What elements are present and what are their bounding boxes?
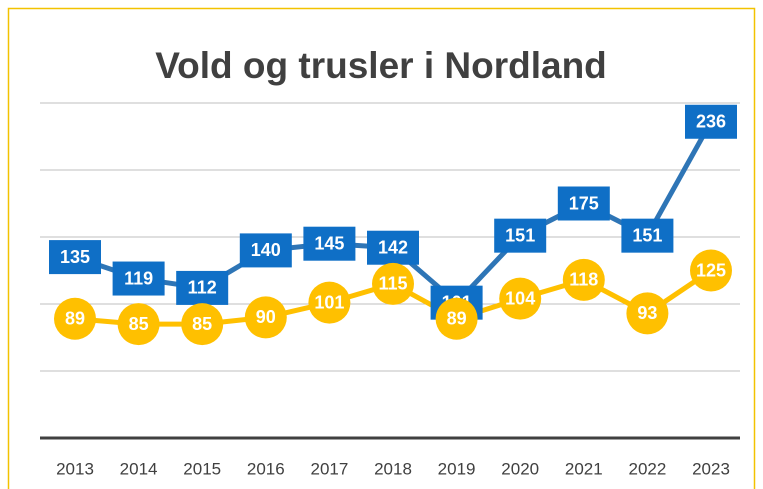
data-label: 145 xyxy=(314,233,344,253)
data-label: 142 xyxy=(378,237,408,257)
marker xyxy=(562,258,605,301)
data-label: 151 xyxy=(632,225,662,245)
data-label: 89 xyxy=(65,308,85,328)
marker xyxy=(239,233,292,268)
marker xyxy=(308,281,351,324)
x-tick-label: 2022 xyxy=(628,459,666,478)
marker xyxy=(685,104,737,139)
data-label: 104 xyxy=(505,288,535,308)
marker xyxy=(557,186,610,221)
marker xyxy=(303,226,356,261)
marker xyxy=(49,240,101,275)
data-label: 85 xyxy=(192,314,212,334)
marker xyxy=(54,297,96,340)
x-tick-label: 2017 xyxy=(310,459,348,478)
data-label: 118 xyxy=(569,270,598,290)
x-tick-label: 2016 xyxy=(247,459,285,478)
marker xyxy=(626,292,669,335)
data-label: 89 xyxy=(447,308,467,328)
data-label: 135 xyxy=(60,247,90,267)
x-tick-label: 2013 xyxy=(56,459,94,478)
data-label: 175 xyxy=(569,193,599,213)
marker xyxy=(499,277,542,320)
x-tick-label: 2023 xyxy=(692,459,730,478)
x-tick-label: 2019 xyxy=(438,459,476,478)
marker xyxy=(372,262,414,305)
x-tick-label: 2014 xyxy=(120,459,158,478)
x-tick-label: 2020 xyxy=(501,459,539,478)
data-label: 85 xyxy=(129,314,149,334)
data-label: 112 xyxy=(188,278,217,298)
marker xyxy=(494,218,547,253)
data-label: 90 xyxy=(256,307,276,327)
x-tick-label: 2015 xyxy=(183,459,221,478)
data-label: 115 xyxy=(378,274,407,294)
chart-title: Vold og trusler i Nordland xyxy=(155,45,607,86)
marker xyxy=(176,270,229,305)
marker xyxy=(117,303,160,346)
marker xyxy=(181,303,224,346)
x-tick-label: 2021 xyxy=(565,459,603,478)
data-label: 140 xyxy=(251,240,281,260)
data-label: 93 xyxy=(637,303,657,323)
marker xyxy=(112,261,165,296)
data-label: 125 xyxy=(696,260,726,280)
data-label: 101 xyxy=(314,292,344,312)
marker xyxy=(435,297,478,340)
x-tick-label: 2018 xyxy=(374,459,412,478)
data-label: 236 xyxy=(696,112,726,132)
data-label: 119 xyxy=(124,268,153,288)
data-label: 151 xyxy=(505,225,535,245)
marker xyxy=(367,230,419,265)
marker xyxy=(690,249,732,292)
marker xyxy=(244,296,287,339)
marker xyxy=(621,218,674,253)
